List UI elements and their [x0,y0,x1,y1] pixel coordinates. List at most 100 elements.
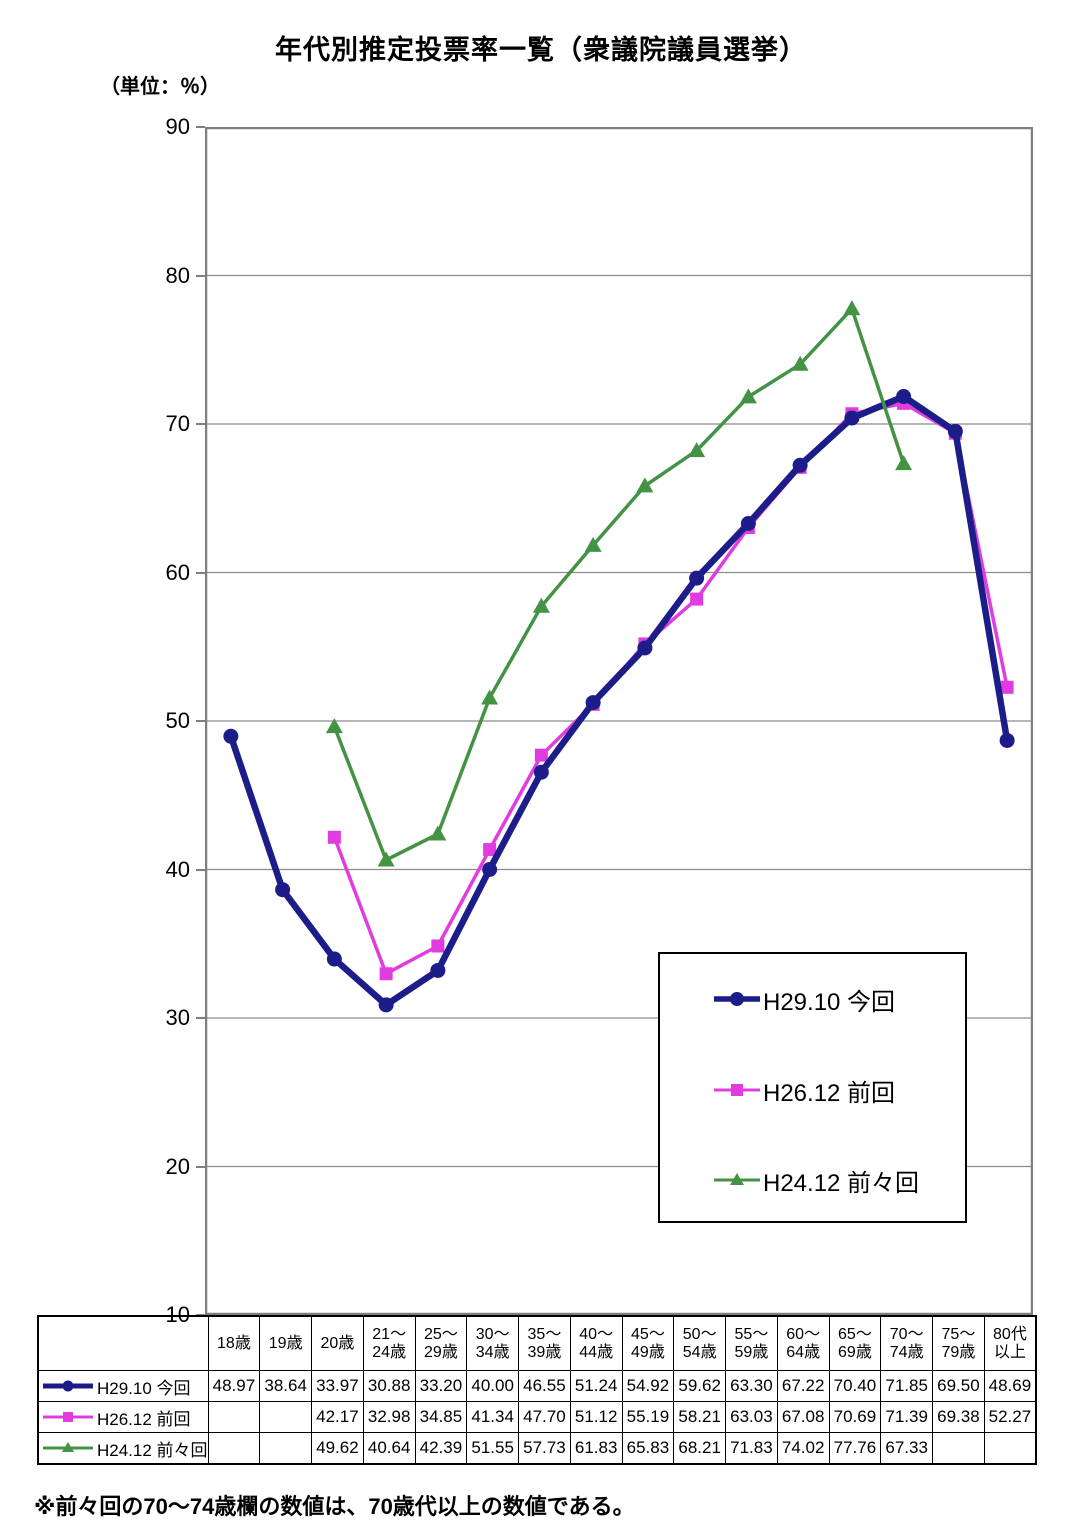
plot-border [205,127,1033,1315]
value-cell: 67.08 [776,1401,830,1433]
value-cell: 41.34 [466,1401,520,1433]
age-column-header: 75～ 79歳 [932,1315,985,1371]
value-cell: 68.21 [673,1432,727,1465]
value-cell: 51.55 [466,1432,520,1465]
legend-key-circle-icon [43,1380,93,1392]
value-cell: 57.73 [518,1432,571,1465]
legend-key-triangle-icon [714,1173,760,1185]
age-column-header: 21～ 24歳 [362,1315,416,1371]
age-column-header: 20歳 [311,1315,364,1371]
y-axis-tick-label: 40 [165,856,190,882]
value-cell: 69.50 [932,1370,985,1402]
square-marker-icon [431,939,445,953]
value-cell: 54.92 [621,1370,675,1402]
legend-entry-1: H26.12 前回 [714,1077,895,1107]
value-cell: 61.83 [569,1432,623,1465]
value-cell: 42.17 [311,1401,364,1433]
legend-key-triangle-icon [43,1442,93,1452]
legend-entry-label: H24.12 前々回 [763,1169,920,1197]
value-cell: 51.12 [569,1401,623,1433]
y-axis-tick [196,720,205,722]
age-column-header: 60～ 64歳 [776,1315,830,1371]
value-cell: 52.27 [983,1401,1037,1433]
legend-entry-label: H26.12 前回 [763,1079,896,1107]
value-cell: 67.22 [776,1370,830,1402]
value-cell [207,1432,261,1465]
y-axis-tick [196,868,205,871]
value-cell: 46.55 [518,1370,571,1402]
square-marker-icon [63,1412,73,1422]
circle-marker-icon [533,764,549,780]
value-cell: 59.62 [673,1370,727,1402]
value-cell: 74.02 [776,1432,830,1465]
legend-entry-0: H29.10 今回 [714,986,895,1016]
legend-entry-label: H29.10 今回 [763,988,896,1016]
square-marker-icon [690,592,704,606]
value-cell: 77.76 [828,1432,882,1465]
circle-marker-icon [896,389,912,405]
chart-title: 年代別推定投票率一覧（衆議院議員選挙） [275,35,807,65]
table-row-2: H24.12 前々回 49.62 40.64 42.39 51.55 57.73 61.83… [37,1432,1037,1465]
age-column-header: 70～ 74歳 [880,1315,934,1371]
value-cell: 70.40 [828,1370,882,1402]
triangle-marker-icon [895,455,913,471]
square-marker-icon [731,1084,743,1096]
y-axis-tick-label: 30 [165,1005,190,1030]
series-name: H26.12 前回 [97,1409,191,1429]
value-cell: 71.85 [880,1370,934,1402]
y-axis-tick-label: 70 [165,411,190,436]
value-cell: 32.98 [362,1401,416,1433]
circle-marker-icon [999,732,1015,748]
legend-entry-2: H24.12 前々回 [714,1167,919,1197]
y-axis-tick [196,126,205,128]
table-header-row: 18歳 19歳 20歳 21～ 24歳 25～ 29歳 30～ 34歳 35～ 39歳 40～ 44歳 4… [38,1315,1037,1371]
value-cell: 65.83 [621,1432,675,1465]
triangle-marker-icon [843,300,861,316]
value-cell: 67.33 [880,1432,934,1465]
series-name: H24.12 前々回 [97,1440,208,1460]
value-cell [983,1432,1037,1465]
y-axis-tick [196,1017,205,1019]
square-marker-icon [1000,680,1014,694]
circle-marker-icon [430,962,446,978]
unit-label: （単位：％） [100,76,220,98]
triangle-marker-icon [377,851,395,867]
age-column-header: 19歳 [259,1315,313,1371]
square-marker-icon [534,748,548,762]
age-column-header: 35～ 39歳 [518,1315,571,1371]
value-cell: 42.39 [414,1432,468,1465]
triangle-marker-icon [584,536,602,552]
y-axis-tick [196,1165,205,1168]
value-cell [932,1432,985,1465]
y-axis-tick-label: 60 [165,559,190,585]
y-axis-tick-label: 10 [165,1302,190,1327]
data-table: 18歳 19歳 20歳 21～ 24歳 25～ 29歳 30～ 34歳 35～ 39歳 40～ 44歳 4… [37,1315,1038,1465]
value-cell: 48.97 [207,1370,261,1402]
value-cell: 40.00 [466,1370,520,1402]
age-column-header: 80代 以上 [983,1315,1037,1371]
age-column-header: 30～ 34歳 [466,1315,520,1371]
table-row-1: H26.12 前回 42.17 32.98 34.85 41.34 47.70 51.12 5… [37,1401,1037,1433]
y-axis-tick-label: 50 [165,708,190,733]
value-cell: 30.88 [362,1370,416,1402]
y-axis-tick [196,274,205,277]
series-label-cell: H26.12 前回 [37,1401,209,1433]
value-cell: 33.20 [414,1370,468,1402]
series-line-1 [332,401,1009,976]
value-cell: 71.83 [725,1432,778,1465]
value-cell [259,1432,313,1465]
triangle-marker-icon [791,355,809,371]
age-column-header: 18歳 [207,1315,261,1371]
circle-marker-icon [844,410,860,426]
value-cell: 34.85 [414,1401,468,1433]
circle-marker-icon [947,423,963,439]
circle-marker-icon [792,457,808,473]
triangle-marker-icon [688,442,706,458]
y-axis-tick [196,571,205,574]
legend-key-circle-icon [714,992,760,1006]
triangle-marker-icon [739,388,757,404]
circle-marker-icon [637,640,653,656]
age-column-header: 50～ 54歳 [673,1315,727,1371]
triangle-marker-icon [481,689,499,705]
value-cell: 47.70 [518,1401,571,1433]
